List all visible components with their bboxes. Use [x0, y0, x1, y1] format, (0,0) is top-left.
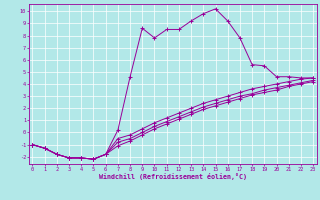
X-axis label: Windchill (Refroidissement éolien,°C): Windchill (Refroidissement éolien,°C) — [99, 173, 247, 180]
